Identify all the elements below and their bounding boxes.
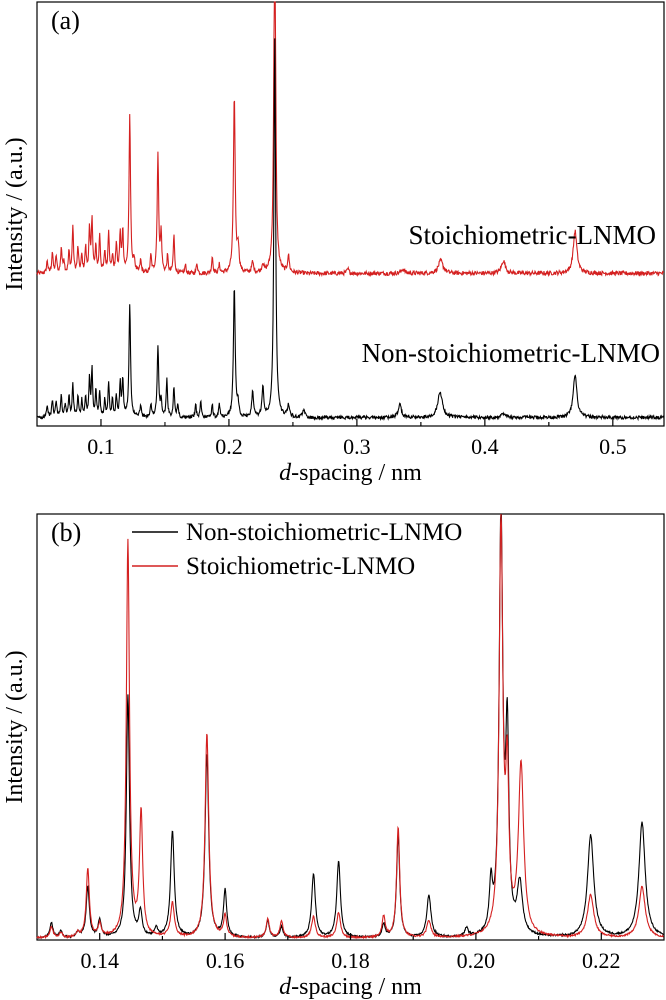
legend-label-non-stoichiometric: Non-stoichiometric-LNMO [186, 519, 462, 546]
x-tick-label: 0.20 [457, 948, 496, 973]
x-tick-label: 0.22 [582, 948, 621, 973]
panel-a-label: (a) [51, 6, 80, 35]
panel-a-annotation-stoichiometric: Stoichiometric-LNMO [409, 220, 656, 250]
panel-b-legend: Non-stoichiometric-LNMO Stoichiometric-L… [132, 519, 462, 580]
panel-b-x-axis-label: d-spacing / nm [279, 974, 422, 1000]
x-tick-label: 0.18 [331, 948, 370, 973]
x-tick-label: 0.16 [206, 948, 245, 973]
panel-b-x-axis-label-rest: -spacing / nm [291, 974, 422, 1000]
series-line-stoichiometric-lnmo [36, 1, 665, 278]
panel-a-chart: (a) 0.1 0.2 0.3 0.4 0.5 Stoichiometric-LNMO … [2, 1, 665, 486]
panel-a-x-axis-label-italic: d [279, 460, 292, 486]
x-tick-label: 0.4 [471, 434, 499, 459]
legend-label-stoichiometric: Stoichiometric-LNMO [186, 553, 415, 580]
panel-b-label: (b) [51, 518, 81, 547]
x-tick-label: 0.2 [215, 434, 243, 459]
panel-b-chart: (b) 0.14 0.16 0.18 0.20 0.22 Non-stoichiomet… [2, 513, 665, 1000]
panel-a-x-ticks: 0.1 0.2 0.3 0.4 0.5 [87, 419, 627, 459]
x-tick-label: 0.3 [343, 434, 371, 459]
panel-a-series [36, 1, 665, 422]
panel-b-y-axis-label: Intensity / (a.u.) [2, 650, 28, 803]
panel-a-annotation-non-stoichiometric: Non-stoichiometric-LNMO [362, 338, 660, 368]
panel-b-x-axis-label-italic: d [279, 974, 292, 1000]
panel-a-x-axis-label-rest: -spacing / nm [291, 460, 422, 486]
panel-a-y-axis-label: Intensity / (a.u.) [2, 137, 28, 290]
x-tick-label: 0.1 [87, 434, 115, 459]
x-tick-label: 0.14 [80, 948, 119, 973]
x-tick-label: 0.5 [599, 434, 627, 459]
panel-a-plot-frame [36, 1, 665, 427]
series-line-non-stoichiometric-lnmo [36, 38, 665, 422]
panel-b-x-ticks: 0.14 0.16 0.18 0.20 0.22 [80, 933, 665, 973]
panel-a-x-axis-label: d-spacing / nm [279, 460, 422, 486]
